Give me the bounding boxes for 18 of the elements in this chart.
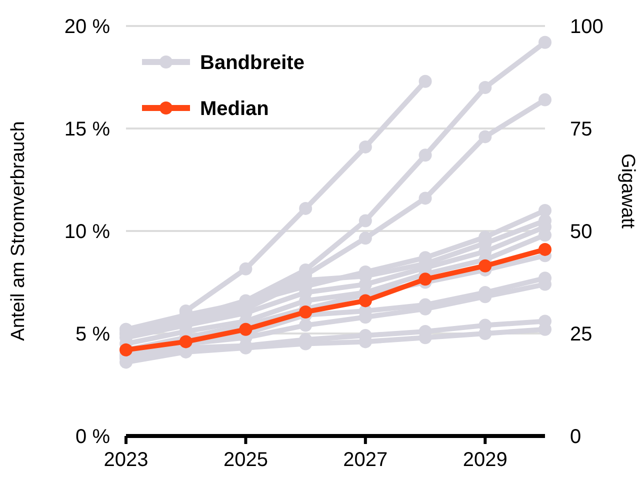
x-tick-label: 2023 [104, 449, 148, 471]
y2-tick-label: 100 [570, 16, 604, 38]
y-tick-label: 0 % [76, 426, 110, 448]
legend-label: Median [200, 98, 269, 120]
y-tick-label: 10 % [64, 221, 110, 243]
y-tick-label: 15 % [64, 118, 110, 140]
legend-label: Bandbreite [200, 52, 304, 74]
x-tick-label: 2029 [462, 449, 508, 471]
y2-tick-label: 50 [570, 221, 592, 243]
y2-axis-title: Gigawatt [617, 154, 638, 230]
y2-tick-label: 75 [570, 118, 592, 140]
y-axis-title: Anteil am Stromverbrauch [8, 121, 29, 341]
y2-tick-label: 25 [570, 324, 592, 346]
y-tick-label: 20 % [64, 16, 110, 38]
y-tick-label: 5 % [76, 324, 110, 346]
x-tick-label: 2025 [223, 449, 268, 471]
y2-tick-label: 0 [570, 426, 582, 448]
x-tick-label: 2027 [343, 449, 388, 471]
